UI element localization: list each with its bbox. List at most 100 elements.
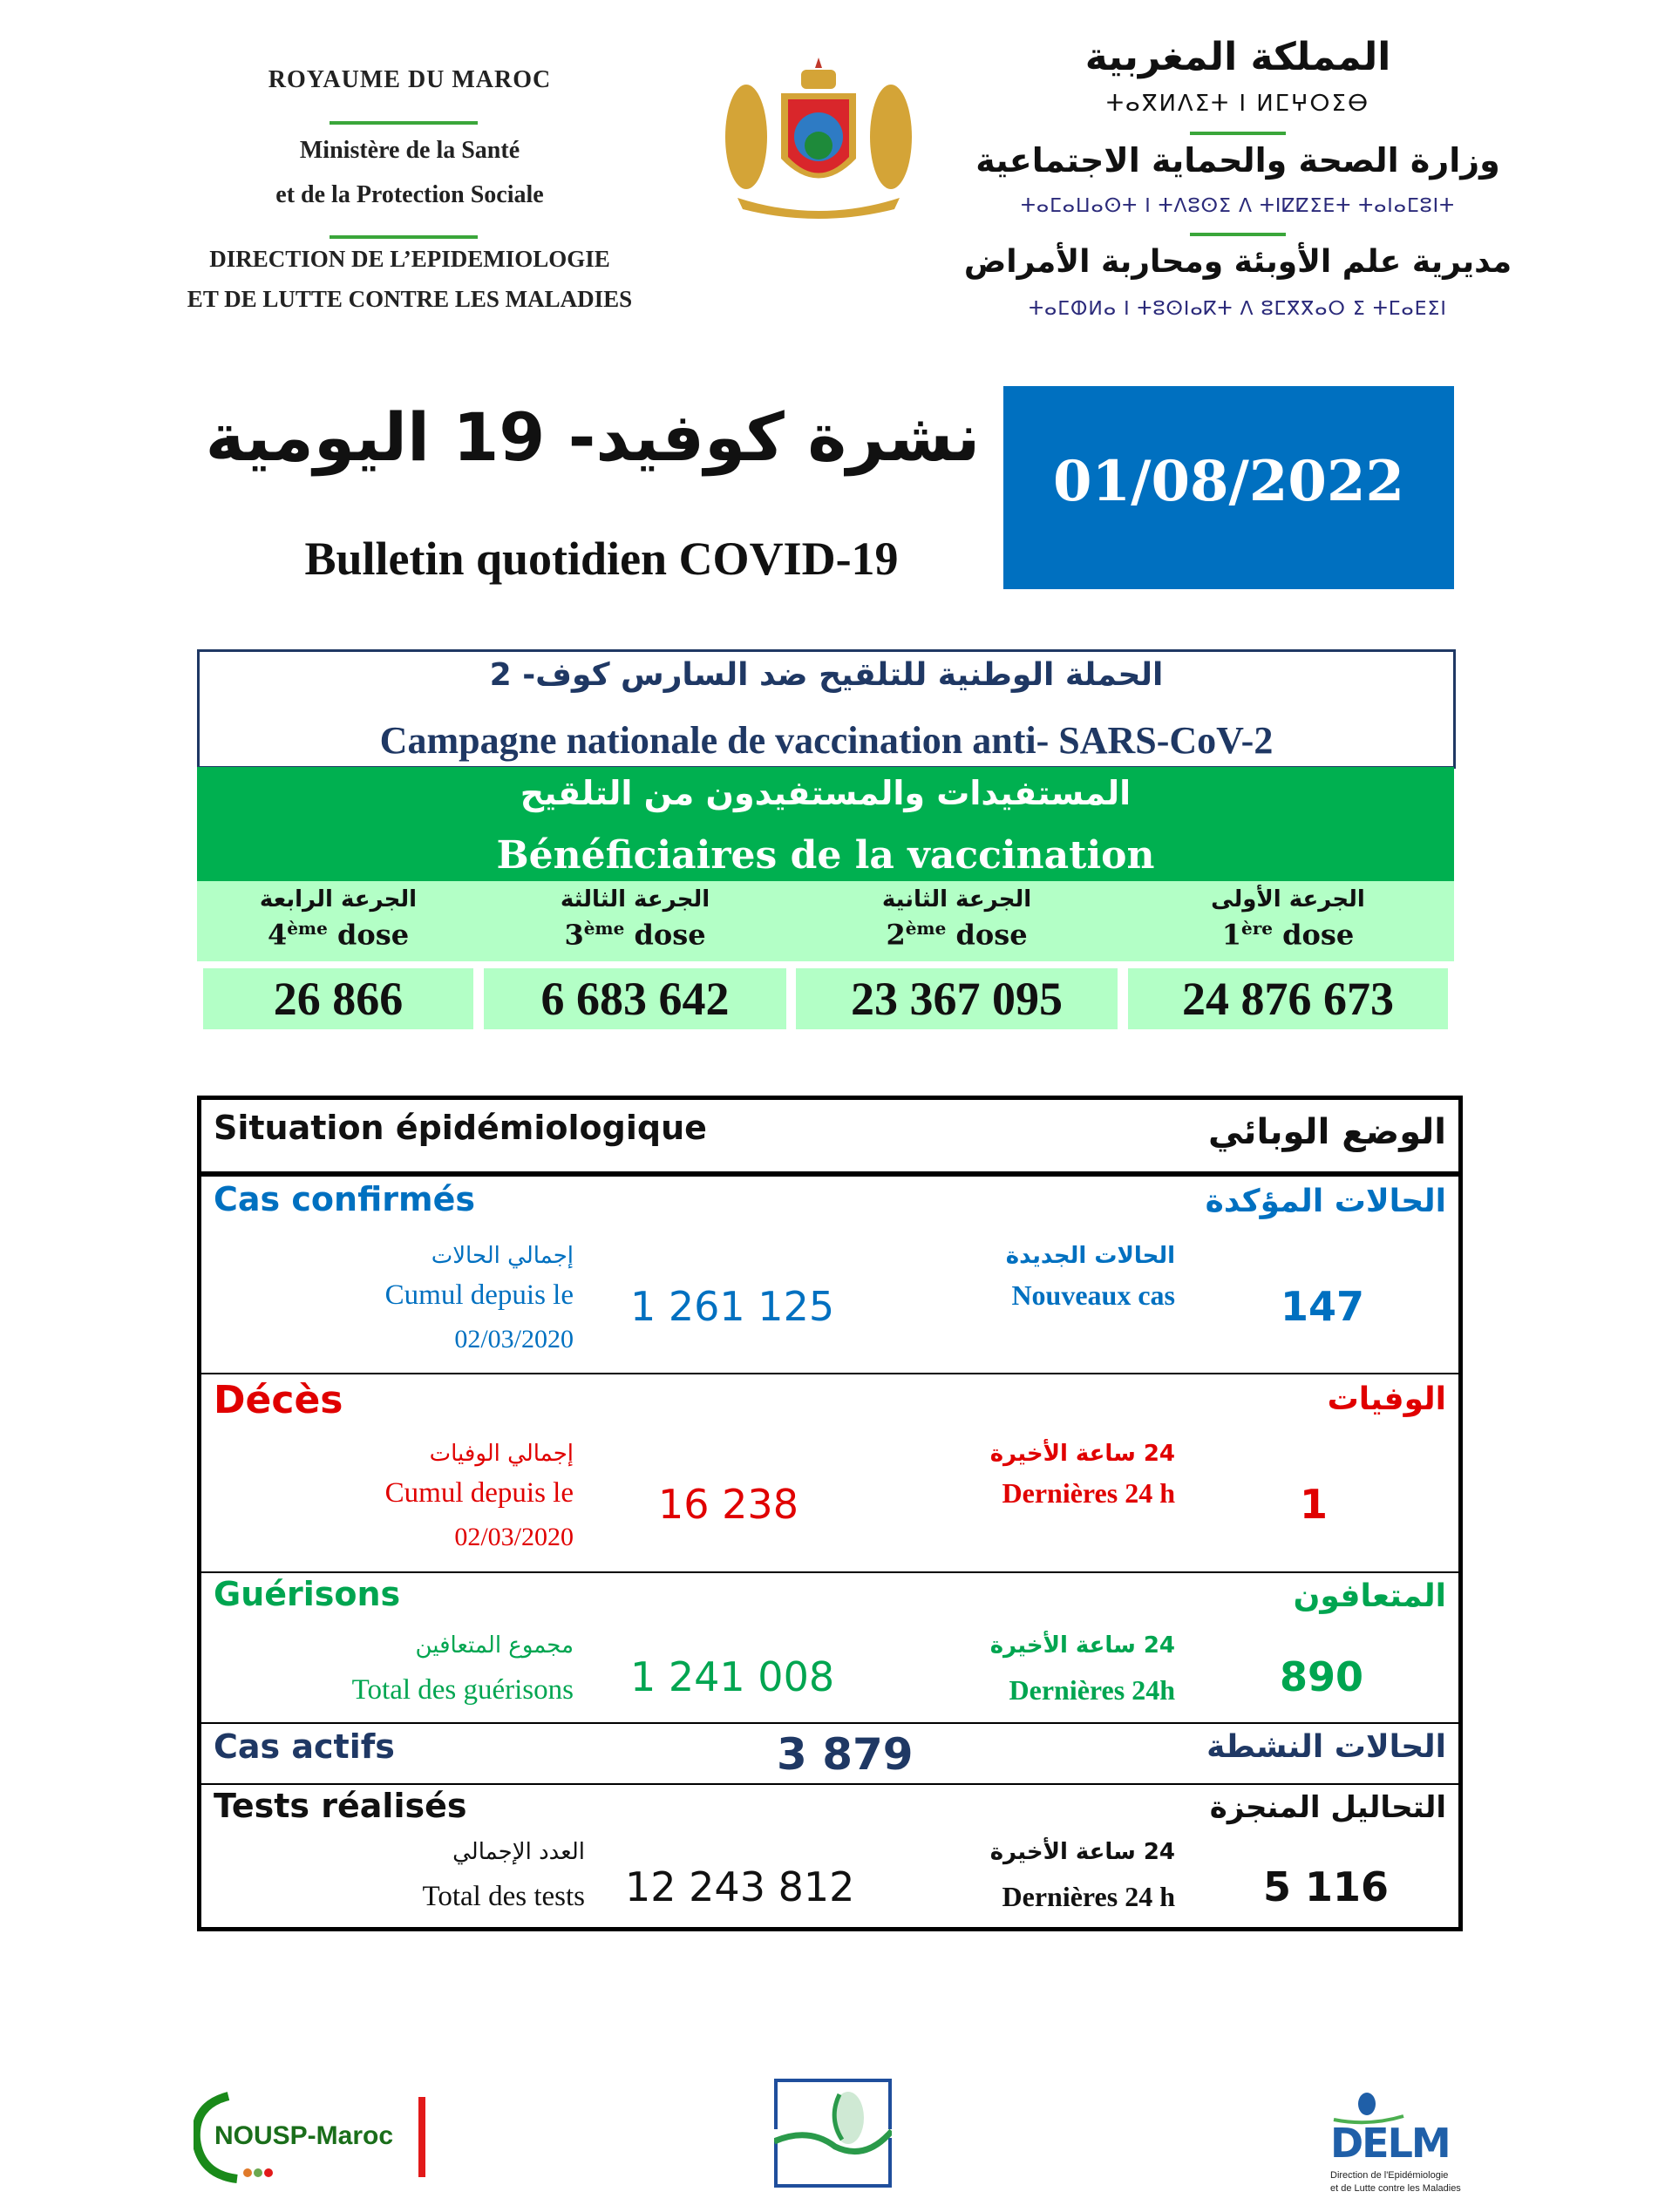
tests-new-fr: Dernières 24 h xyxy=(1002,1881,1175,1912)
tests-cum-value: 12 243 812 xyxy=(625,1863,855,1910)
recoveries-new-ar: 24 ساعة الأخيرة xyxy=(989,1632,1175,1659)
tests-new-ar: 24 ساعة الأخيرة xyxy=(989,1839,1175,1865)
recoveries-cum-value: 1 241 008 xyxy=(630,1653,835,1700)
deaths-new-value: 1 xyxy=(1300,1481,1329,1528)
confirmed-label-fr: Cas confirmés xyxy=(214,1180,475,1218)
dose-word: dose xyxy=(336,918,410,952)
active-label-fr: Cas actifs xyxy=(214,1727,395,1766)
situation-table: Situation épidémiologique الوضع الوبائي … xyxy=(197,1096,1463,1931)
tests-label-ar: التحاليل المنجزة xyxy=(1209,1790,1446,1825)
active-value: 3 879 xyxy=(777,1729,914,1780)
confirmed-new-ar: الحالات الجديدة xyxy=(1005,1243,1175,1269)
dose-suffix: ème xyxy=(905,918,947,939)
dose-label-1: الجرعة الأولى 1ère dose xyxy=(1128,881,1448,961)
dose-4-value: 26 866 xyxy=(203,968,473,1029)
confirmed-cum-value: 1 261 125 xyxy=(630,1283,835,1330)
confirmed-new-value: 147 xyxy=(1281,1283,1365,1330)
header-ministry-ar: وزارة الصحة والحماية الاجتماعية xyxy=(975,141,1500,180)
deaths-cum-date: 02/03/2020 xyxy=(454,1523,574,1551)
dose-label-3: الجرعة الثالثة 3ème dose xyxy=(484,881,786,961)
deaths-label-fr: Décès xyxy=(214,1378,343,1422)
deaths-cum-ar: إجمالي الوفيات xyxy=(429,1441,574,1467)
beneficiaries-title-ar: المستفيدات والمستفيدون من التلقيح xyxy=(520,774,1132,812)
dose-word: dose xyxy=(955,918,1028,952)
deaths-label-ar: الوفيات xyxy=(1327,1381,1446,1417)
campaign-title-fr: Campagne nationale de vaccination anti- … xyxy=(379,719,1274,762)
header-direction-fr-1: DIRECTION DE L’EPIDEMIOLOGIE xyxy=(209,246,610,272)
dose-2-value: 23 367 095 xyxy=(796,968,1118,1029)
dose-label-4: الجرعة الرابعة 4ème dose xyxy=(203,881,473,961)
divider xyxy=(1190,233,1286,236)
tests-cum-fr: Total des tests xyxy=(422,1881,586,1912)
recoveries-new-fr: Dernières 24h xyxy=(1009,1674,1175,1706)
dose-3-value: 6 683 642 xyxy=(484,968,786,1029)
dose-label-ar: الجرعة الأولى xyxy=(1211,886,1365,913)
dose-suffix: ème xyxy=(287,918,328,939)
dose-number: 4 xyxy=(267,918,288,952)
situation-header: Situation épidémiologique الوضع الوبائي xyxy=(201,1100,1458,1177)
ministry-logo xyxy=(772,2079,894,2188)
dose-number: 1 xyxy=(1221,918,1242,952)
dose-1-value: 24 876 673 xyxy=(1128,968,1448,1029)
recoveries-label-fr: Guérisons xyxy=(214,1575,401,1613)
dose-label-ar: الجرعة الثالثة xyxy=(560,886,710,913)
dose-label-ar: الجرعة الرابعة xyxy=(259,886,418,913)
active-row: Cas actifs 3 879 الحالات النشطة xyxy=(201,1724,1458,1785)
confirmed-new-fr: Nouveaux cas xyxy=(1011,1279,1175,1311)
header-kingdom-ar: المملكة المغربية xyxy=(1084,35,1391,79)
beneficiaries-title-fr: Bénéficiaires de la vaccination xyxy=(496,833,1155,878)
tests-new-value: 5 116 xyxy=(1263,1863,1390,1910)
dose-number: 2 xyxy=(886,918,906,952)
coat-of-arms-emblem xyxy=(720,54,917,220)
tests-cum-ar: العدد الإجمالي xyxy=(452,1839,585,1865)
dose-label-ar: الجرعة الثانية xyxy=(881,886,1032,913)
confirmed-cum-date: 02/03/2020 xyxy=(454,1325,574,1354)
header-ministry-fr-2: et de la Protection Sociale xyxy=(275,181,544,208)
bulletin-date: 01/08/2022 xyxy=(1053,449,1404,514)
situation-title-ar: الوضع الوبائي xyxy=(1207,1112,1446,1152)
deaths-row: Décès الوفيات إجمالي الوفيات Cumul depui… xyxy=(201,1374,1458,1573)
active-label-ar: الحالات النشطة xyxy=(1206,1729,1446,1765)
confirmed-cum-fr: Cumul depuis le xyxy=(384,1279,574,1311)
divider xyxy=(330,235,478,239)
recoveries-new-value: 890 xyxy=(1280,1653,1364,1700)
confirmed-row: Cas confirmés الحالات المؤكدة إجمالي الح… xyxy=(201,1177,1458,1374)
confirmed-label-ar: الحالات المؤكدة xyxy=(1205,1184,1446,1219)
header-ministry-fr-1: Ministère de la Santé xyxy=(299,137,520,164)
dose-word: dose xyxy=(634,918,706,952)
bulletin-title-ar: نشرة كوفيد- 19 اليومية xyxy=(205,398,981,476)
delm-subtitle-1: Direction de l'Epidémiologie xyxy=(1330,2170,1449,2181)
header-ministry-tifinagh: ⵜⴰⵎⴰⵡⴰⵙⵜ ⵏ ⵜⴷⵓⵙⵉ ⴷ ⵜⵏⵇⵇⵉⴹⵜ ⵜⴰⵏⴰⵎⵓⵏⵜ xyxy=(1021,195,1455,217)
header-direction-ar: مديرية علم الأوبئة ومحاربة الأمراض xyxy=(963,244,1512,280)
beneficiaries-band: المستفيدات والمستفيدون من التلقيح Bénéfi… xyxy=(197,767,1454,881)
dose-label-row xyxy=(197,881,1454,961)
recoveries-cum-ar: مجموع المتعافين xyxy=(415,1632,574,1659)
recoveries-row: Guérisons المتعافون مجموع المتعافين Tota… xyxy=(201,1573,1458,1724)
tests-label-fr: Tests réalisés xyxy=(214,1787,467,1825)
header-direction-fr-2: ET DE LUTTE CONTRE LES MALADIES xyxy=(187,286,633,312)
deaths-new-fr: Dernières 24 h xyxy=(1002,1477,1175,1509)
divider xyxy=(1190,132,1286,135)
deaths-new-ar: 24 ساعة الأخيرة xyxy=(989,1441,1175,1467)
recoveries-cum-fr: Total des guérisons xyxy=(351,1674,574,1706)
dose-label-2: الجرعة الثانية 2ème dose xyxy=(796,881,1118,961)
header-direction-tifinagh: ⵜⴰⵎⵀⵍⴰ ⵏ ⵜⵓⵙⵏⴰⴽⵜ ⴷ ⵓⵎⴳⴳⴰⵔ ⵉ ⵜⵎⴰⴹⵉⵏ xyxy=(1029,298,1447,320)
dose-number: 3 xyxy=(564,918,584,952)
nousp-logo-text: NOUSP-Maroc xyxy=(214,2121,394,2150)
nousp-logo: NOUSP-Maroc xyxy=(191,2092,429,2183)
delm-subtitle-2: et de Lutte contre les Maladies xyxy=(1330,2183,1461,2194)
confirmed-cum-ar: إجمالي الحالات xyxy=(431,1243,574,1269)
campaign-box: الحملة الوطنية للتلقيح ضد السارس كوف- 2 … xyxy=(197,649,1456,769)
delm-logo: DELM Direction de l'Epidémiologie et de … xyxy=(1325,2092,1473,2196)
deaths-cum-value: 16 238 xyxy=(658,1481,799,1528)
header-kingdom-fr: ROYAUME DU MAROC xyxy=(268,66,552,93)
dose-word: dose xyxy=(1282,918,1355,952)
date-box: 01/08/2022 xyxy=(1003,386,1454,589)
dose-suffix: ème xyxy=(583,918,625,939)
deaths-cum-fr: Cumul depuis le xyxy=(384,1477,574,1509)
tests-row: Tests réalisés التحاليل المنجزة العدد ال… xyxy=(201,1785,1458,1923)
divider xyxy=(330,121,478,125)
recoveries-label-ar: المتعافون xyxy=(1293,1578,1446,1614)
header-kingdom-tifinagh: ⵜⴰⴳⵍⴷⵉⵜ ⵏ ⵍⵎⵖⵔⵉⴱ xyxy=(1105,91,1370,117)
dose-suffix: ère xyxy=(1241,918,1274,939)
